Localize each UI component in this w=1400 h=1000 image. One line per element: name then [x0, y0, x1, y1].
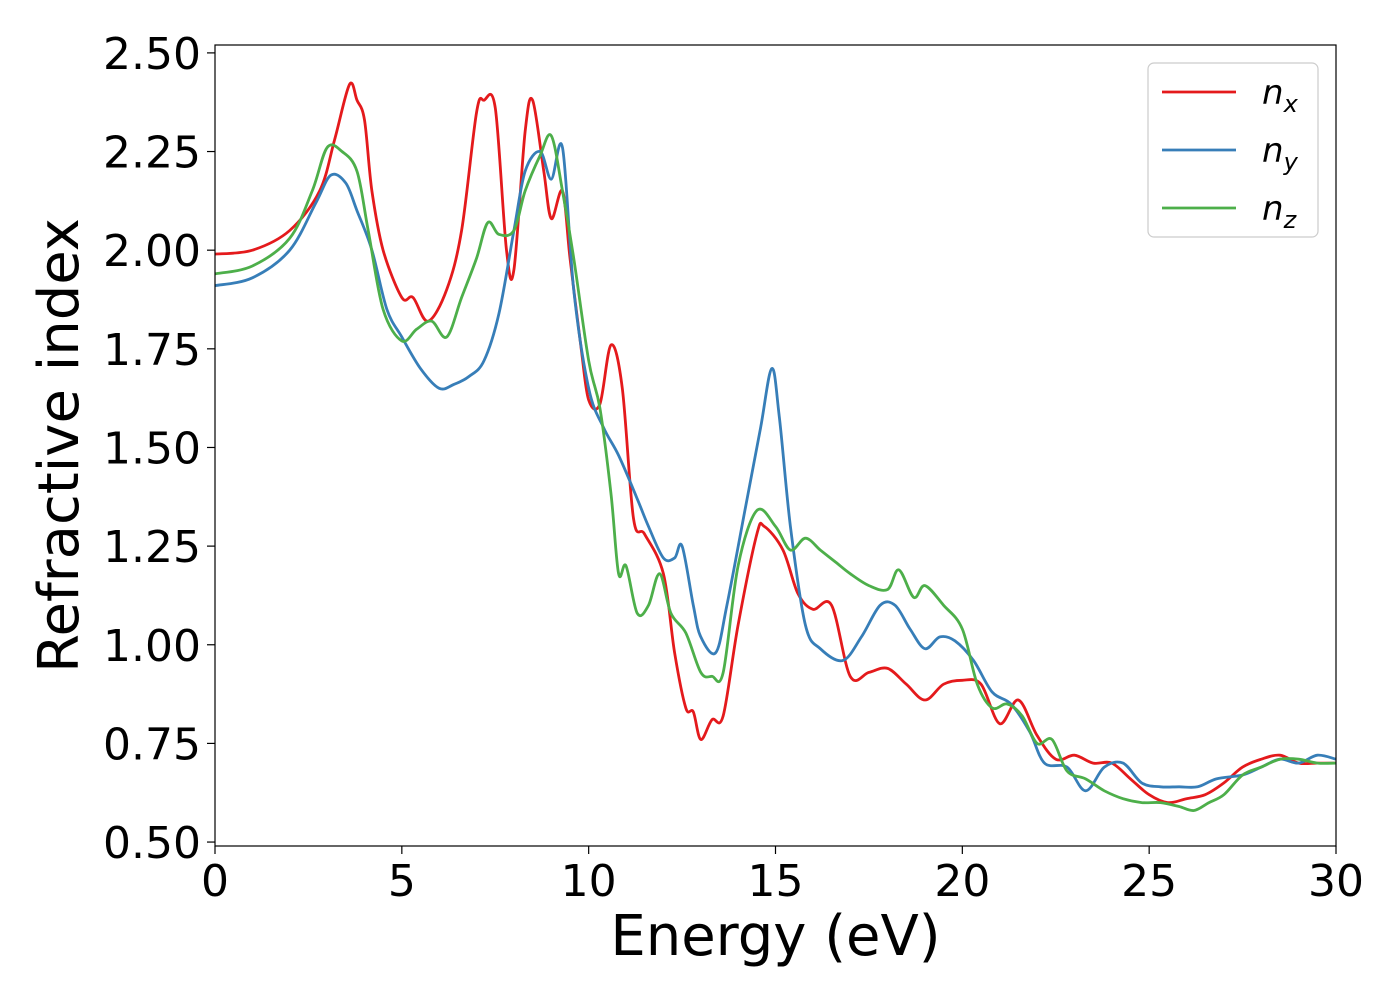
series-line-nz: [215, 133, 1336, 812]
x-tick-label: 20: [934, 856, 990, 907]
series-line-nx: [215, 81, 1336, 805]
legend-label-ny: ny: [1262, 131, 1299, 176]
x-tick-label: 0: [201, 856, 229, 907]
y-tick-label: 1.00: [103, 621, 201, 672]
x-tick-label: 25: [1121, 856, 1177, 907]
y-axis-label: Refractive index: [27, 218, 92, 673]
x-tick-label: 30: [1308, 856, 1364, 907]
x-axis-label: Energy (eV): [610, 904, 940, 969]
y-tick-label: 0.75: [103, 719, 201, 770]
series-layer: [215, 81, 1336, 812]
y-tick-label: 0.50: [103, 818, 201, 869]
x-tick-label: 5: [388, 856, 416, 907]
axis-ticks: 0 5 10 15 20 25 30 0.50 0.75 1.00 1.25 1.50 1.75 2.00…: [103, 29, 1364, 907]
series-line-ny: [215, 142, 1336, 793]
y-tick-label: 1.50: [103, 423, 201, 474]
y-tick-label: 1.75: [103, 325, 201, 376]
x-tick-label: 15: [748, 856, 804, 907]
y-tick-label: 2.25: [103, 128, 201, 179]
y-tick-label: 2.50: [103, 29, 201, 80]
x-tick-label: 10: [561, 856, 617, 907]
y-tick-label: 1.25: [103, 522, 201, 573]
y-tick-label: 2.00: [103, 226, 201, 277]
